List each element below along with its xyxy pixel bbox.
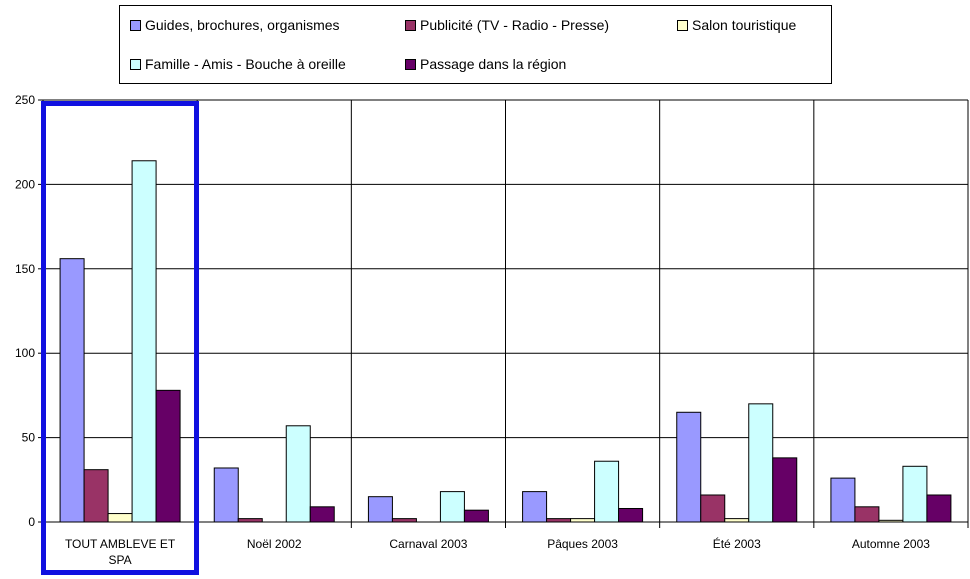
chart-legend: Guides, brochures, organismes Publicité … [119, 5, 832, 84]
bar-1-4 [522, 491, 548, 523]
bar-2-2 [237, 518, 263, 523]
legend-swatch-passage [405, 58, 416, 70]
legend-label-guides: Guides, brochures, organismes [145, 17, 340, 33]
y-tick-label: 150 [15, 262, 35, 276]
legend-label-salon: Salon touristique [692, 17, 797, 33]
legend-item-famille: Famille - Amis - Bouche à oreille [130, 56, 346, 72]
bar-4-3 [439, 491, 465, 523]
y-tick-label: 250 [15, 93, 35, 107]
bar-5-2 [309, 506, 335, 523]
bar-3-5 [724, 518, 750, 523]
bar-4-2 [285, 425, 311, 523]
y-tick-label: 100 [15, 346, 35, 360]
legend-swatch-publicite [405, 19, 416, 31]
legend-item-passage: Passage dans la région [405, 56, 566, 72]
bar-4-5 [748, 403, 774, 523]
legend-swatch-famille [130, 58, 141, 70]
bar-1-3 [367, 496, 393, 523]
bar-3-6 [878, 519, 904, 523]
x-tick-label: Noël 2002 [246, 537, 302, 551]
legend-item-publicite: Publicité (TV - Radio - Presse) [405, 17, 609, 33]
bar-2-5 [700, 494, 726, 523]
y-tick-label: 200 [15, 177, 35, 191]
legend-label-publicite: Publicité (TV - Radio - Presse) [420, 17, 610, 33]
bar-1-2 [213, 467, 239, 523]
legend-label-passage: Passage dans la région [420, 56, 567, 72]
legend-label-famille: Famille - Amis - Bouche à oreille [145, 56, 346, 72]
bar-1-6 [830, 477, 856, 523]
x-tick-label: Carnaval 2003 [389, 537, 468, 551]
x-tick-label: TOUT AMBLEVE ET SPA [64, 537, 176, 567]
bar-2-6 [854, 506, 880, 523]
bar-1-1 [59, 258, 85, 523]
bar-1-5 [676, 411, 702, 523]
legend-swatch-salon [677, 19, 688, 31]
bar-2-1 [83, 469, 109, 523]
y-tick-label: 0 [28, 515, 35, 529]
x-tick-label: Été 2003 [712, 537, 761, 551]
bar-5-5 [772, 457, 798, 523]
x-tick-label: Pâques 2003 [547, 537, 618, 551]
bar-4-6 [902, 465, 928, 523]
bar-5-4 [618, 507, 644, 523]
legend-swatch-guides [130, 19, 141, 31]
bar-2-3 [391, 518, 417, 523]
bar-5-1 [155, 389, 181, 523]
x-tick-label: Automne 2003 [851, 537, 930, 551]
bar-4-1 [131, 160, 157, 523]
bar-5-6 [926, 494, 952, 523]
legend-item-guides: Guides, brochures, organismes [130, 17, 340, 33]
bar-2-4 [546, 518, 572, 523]
legend-item-salon: Salon touristique [677, 17, 796, 33]
highlight-box [41, 101, 199, 575]
bar-3-4 [570, 518, 596, 523]
bar-5-3 [463, 509, 489, 523]
bar-4-4 [594, 460, 620, 523]
y-tick-label: 50 [22, 431, 36, 445]
